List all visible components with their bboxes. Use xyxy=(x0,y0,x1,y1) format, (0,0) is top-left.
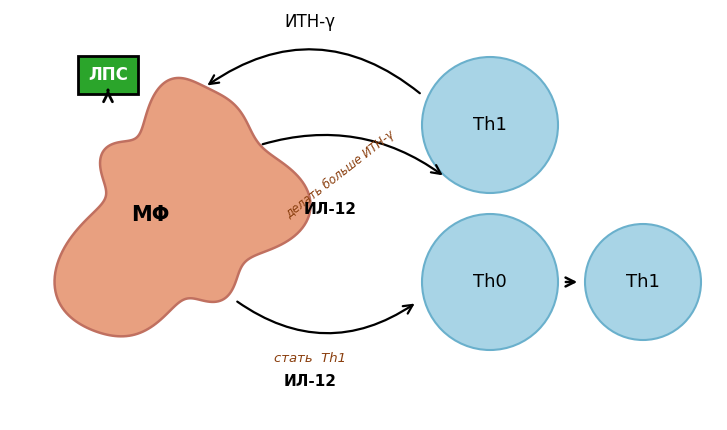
Text: ЛПС: ЛПС xyxy=(88,66,128,84)
Text: ИΤН-γ: ИΤН-γ xyxy=(284,13,335,31)
Text: Th1: Th1 xyxy=(473,116,507,134)
FancyArrowPatch shape xyxy=(566,277,574,286)
Text: ИЛ-12: ИЛ-12 xyxy=(284,375,337,390)
Text: делать больше ИΤН-γ: делать больше ИΤН-γ xyxy=(283,129,397,221)
Circle shape xyxy=(422,214,558,350)
FancyArrowPatch shape xyxy=(209,49,420,93)
Circle shape xyxy=(585,224,701,340)
FancyArrowPatch shape xyxy=(237,301,413,333)
FancyArrowPatch shape xyxy=(262,135,441,174)
Text: ИЛ-12: ИЛ-12 xyxy=(303,203,356,218)
Polygon shape xyxy=(55,78,310,336)
Text: стать  Th1: стать Th1 xyxy=(274,351,346,365)
Circle shape xyxy=(422,57,558,193)
Text: Th0: Th0 xyxy=(473,273,507,291)
Text: МΦ: МΦ xyxy=(131,205,169,225)
Text: Th1: Th1 xyxy=(626,273,660,291)
FancyBboxPatch shape xyxy=(78,56,138,94)
